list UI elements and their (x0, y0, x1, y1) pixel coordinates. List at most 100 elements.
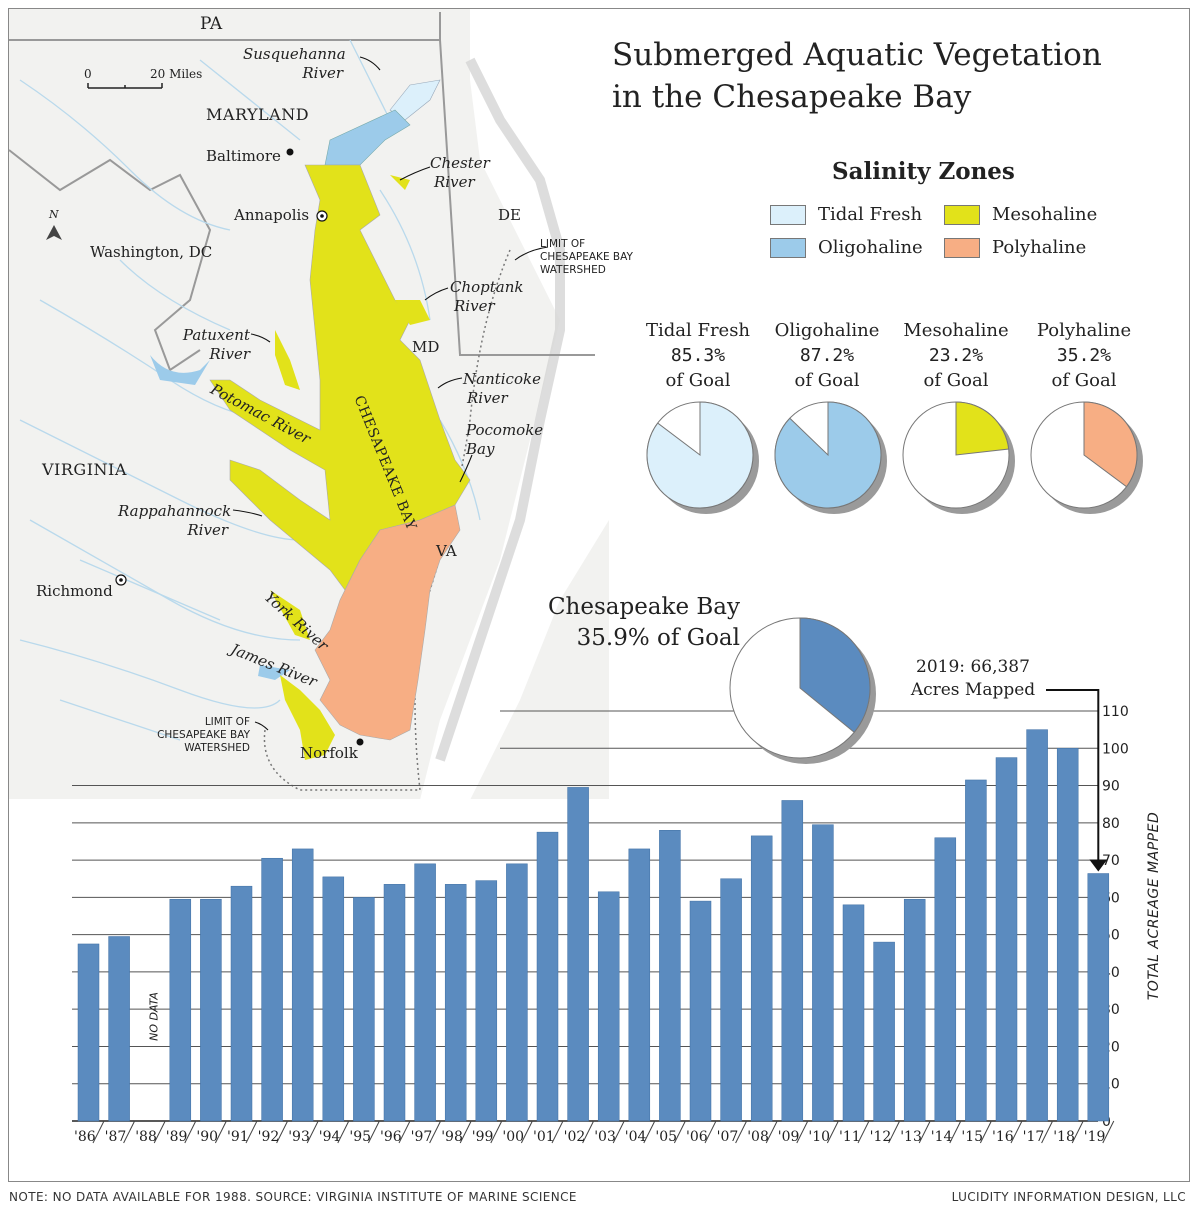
map-label-susquehanna: Susquehanna River (243, 45, 346, 82)
page-title: Submerged Aquatic Vegetation in the Ches… (612, 37, 1102, 115)
y-tick-label: 70 (1102, 853, 1120, 869)
x-tick (184, 1120, 197, 1144)
x-tick-label: '04 (625, 1129, 647, 1145)
x-tick (398, 1120, 411, 1144)
de-border (439, 39, 595, 356)
map-label-pa: PA (200, 14, 223, 34)
x-tick-label: '91 (227, 1129, 249, 1145)
zone-label-tidal-fresh: Tidal Fresh 85.3% of Goal (645, 320, 751, 391)
x-tick (643, 1120, 656, 1144)
map-label-rappahannock: Rappahannock River (118, 502, 232, 539)
x-tick-label: '07 (717, 1129, 739, 1145)
x-tick-label: '88 (135, 1129, 157, 1145)
x-tick (367, 1120, 380, 1144)
bar-87 (108, 936, 130, 1122)
x-tick-label: '00 (502, 1129, 524, 1145)
watershed-limit-west: LIMIT OF CHESAPEAKE BAY WATERSHED (157, 716, 250, 754)
legend-item-polyhaline: Polyhaline (944, 237, 1086, 258)
atlantic-coast (420, 9, 609, 800)
x-tick (673, 1120, 686, 1144)
bar-12 (873, 941, 895, 1122)
x-tick (765, 1120, 778, 1144)
north-label: N (49, 208, 59, 221)
legend-swatch (944, 237, 980, 258)
map-label-patuxent: Patuxent River (182, 326, 250, 363)
x-tick (92, 1120, 105, 1144)
bar-93 (291, 848, 314, 1122)
x-tick-label: '05 (655, 1129, 677, 1145)
bar-02 (567, 787, 589, 1122)
x-tick-label: '14 (931, 1129, 953, 1145)
infographic-frame (8, 8, 1190, 1182)
x-tick (337, 1120, 350, 1144)
bar-01 (536, 831, 559, 1122)
x-tick-label: '90 (196, 1129, 218, 1145)
bar-07 (720, 878, 742, 1122)
bar-00 (506, 863, 528, 1122)
legend-swatch (944, 204, 980, 225)
map-label-washington: Washington, DC (90, 243, 213, 261)
x-tick-label: '02 (564, 1129, 586, 1145)
x-tick-label: '11 (839, 1129, 861, 1145)
bar-05 (659, 830, 681, 1122)
x-tick (857, 1120, 870, 1144)
x-tick-label: '97 (411, 1129, 433, 1145)
scale-bar (87, 83, 163, 89)
footer-credit: LUCIDITY INFORMATION DESIGN, LLC (951, 1190, 1186, 1204)
x-tick-label: '06 (686, 1129, 708, 1145)
bar-16 (995, 757, 1018, 1122)
annotation-arrowhead (1089, 859, 1108, 872)
bar-91 (230, 885, 253, 1122)
legend-title: Salinity Zones (832, 158, 1015, 185)
y-tick-label: 110 (1102, 704, 1129, 720)
x-tick (979, 1120, 992, 1144)
bar-95 (353, 897, 375, 1122)
x-tick-label: '18 (1053, 1129, 1075, 1145)
annotation-arrow (1046, 689, 1100, 862)
scale-label-miles: 20 Miles (150, 67, 203, 81)
x-tick (429, 1120, 442, 1144)
no-data-label: NO DATA (147, 992, 161, 1041)
x-tick (520, 1120, 533, 1144)
map-label-maryland: MARYLAND (206, 105, 310, 124)
pie-mesohaline (902, 401, 1015, 514)
x-tick-label: '03 (594, 1129, 616, 1145)
x-tick (1071, 1120, 1084, 1144)
pie-chesapeake-bay-slice (799, 617, 871, 733)
x-tick (1102, 1120, 1115, 1144)
zone-label-polyhaline: Polyhaline 35.2% of Goal (1036, 320, 1132, 391)
bar-19 (1087, 873, 1110, 1122)
x-tick (1041, 1120, 1054, 1144)
bay-map (8, 9, 609, 800)
x-tick-label: '87 (105, 1129, 127, 1145)
map-label-de: DE (498, 206, 521, 224)
x-tick (153, 1120, 166, 1144)
bar-92 (261, 857, 283, 1122)
bar-98 (444, 884, 467, 1122)
va-md-border (8, 149, 212, 372)
zone-label-mesohaline: Mesohaline 23.2% of Goal (903, 320, 1009, 391)
y-tick-label: 90 (1102, 779, 1120, 795)
bar-chart: 0102030405060708090100110'86'87'88'89'90… (72, 689, 1129, 1145)
x-tick (306, 1120, 319, 1144)
map-label-norfolk: Norfolk (300, 744, 358, 762)
bar-11 (842, 904, 865, 1122)
x-tick-label: '08 (747, 1129, 769, 1145)
x-tick (276, 1120, 289, 1144)
bar-86 (77, 943, 100, 1122)
bar-96 (383, 884, 406, 1122)
x-tick-label: '17 (1023, 1129, 1045, 1145)
x-tick-label: '86 (74, 1129, 96, 1145)
bar-90 (200, 898, 222, 1122)
zone-label-oligohaline: Oligohaline 87.2% of Goal (774, 320, 880, 391)
x-tick (245, 1120, 258, 1144)
map-label-annapolis: Annapolis (234, 206, 310, 224)
map-label-chester: Chester River (430, 154, 490, 191)
scale-label-zero: 0 (84, 67, 92, 81)
x-tick-label: '15 (961, 1129, 983, 1145)
map-label-pocomoke: Pocomoke Bay (466, 421, 544, 458)
y-tick-label: 0 (1102, 1114, 1111, 1130)
map-label-va: VA (436, 542, 457, 560)
x-tick (1010, 1120, 1023, 1144)
